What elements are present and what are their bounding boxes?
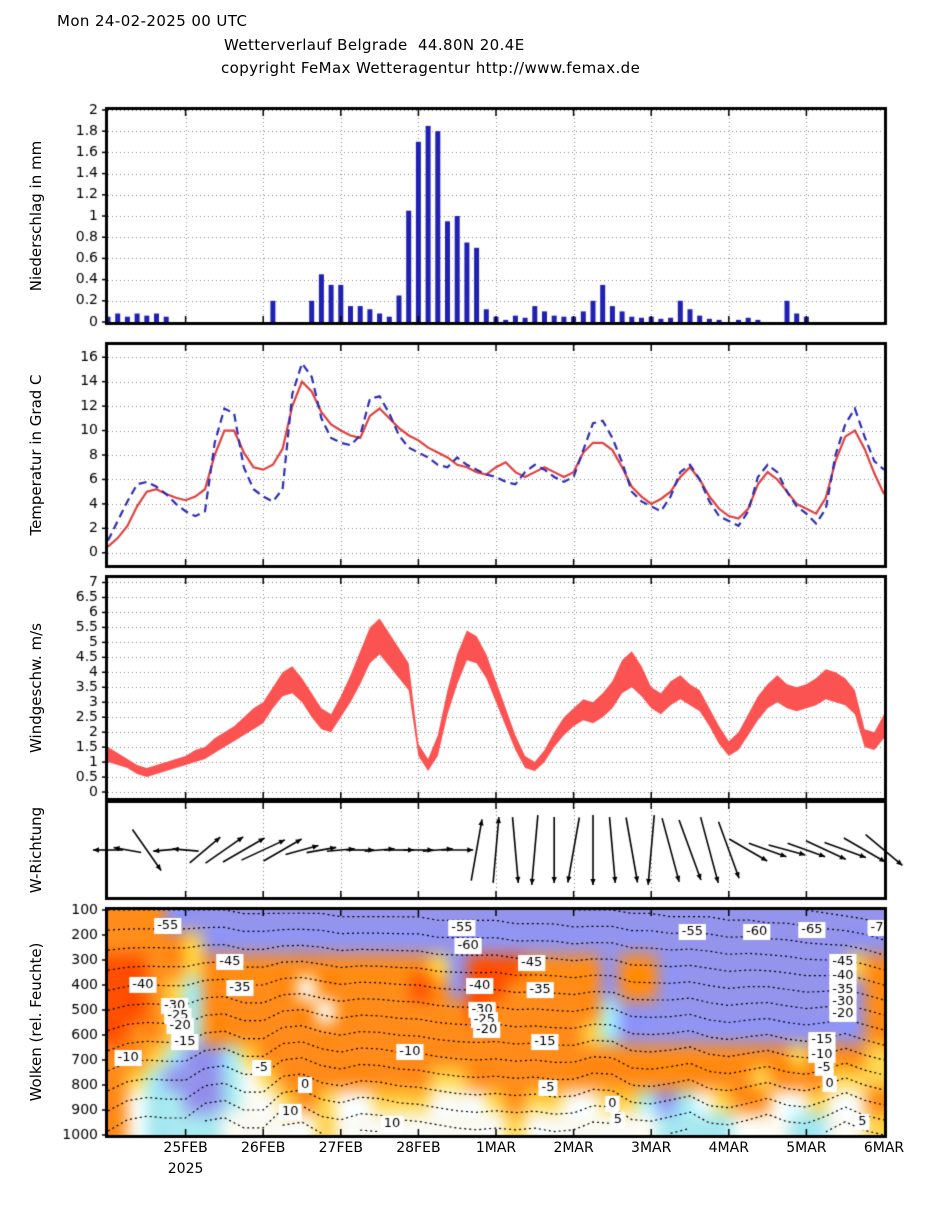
x-tick-label: 4MAR <box>708 1140 749 1156</box>
x-tick-label: 5MAR <box>786 1140 827 1156</box>
x-tick-label: 3MAR <box>631 1140 672 1156</box>
x-tick-label: 2MAR <box>553 1140 594 1156</box>
x-tick-label: 27FEB <box>318 1140 363 1156</box>
wind-speed-axis-title: Windgeschw. m/s <box>27 623 45 753</box>
year-label: 2025 <box>167 1161 204 1177</box>
x-tick-label: 25FEB <box>163 1140 208 1156</box>
wind-direction-axis-title: W-Richtung <box>27 806 45 894</box>
clouds-axis-title: Wolken (rel. Feuchte) <box>27 942 45 1102</box>
x-tick-label: 6MAR <box>863 1140 905 1156</box>
x-tick-label: 1MAR <box>475 1140 517 1156</box>
x-tick-label: 26FEB <box>241 1140 286 1156</box>
x-tick-label: 28FEB <box>396 1140 441 1156</box>
temperature-axis-title: Temperatur in Grad C <box>27 374 45 536</box>
precipitation-axis-title: Niederschlag in mm <box>27 140 45 292</box>
